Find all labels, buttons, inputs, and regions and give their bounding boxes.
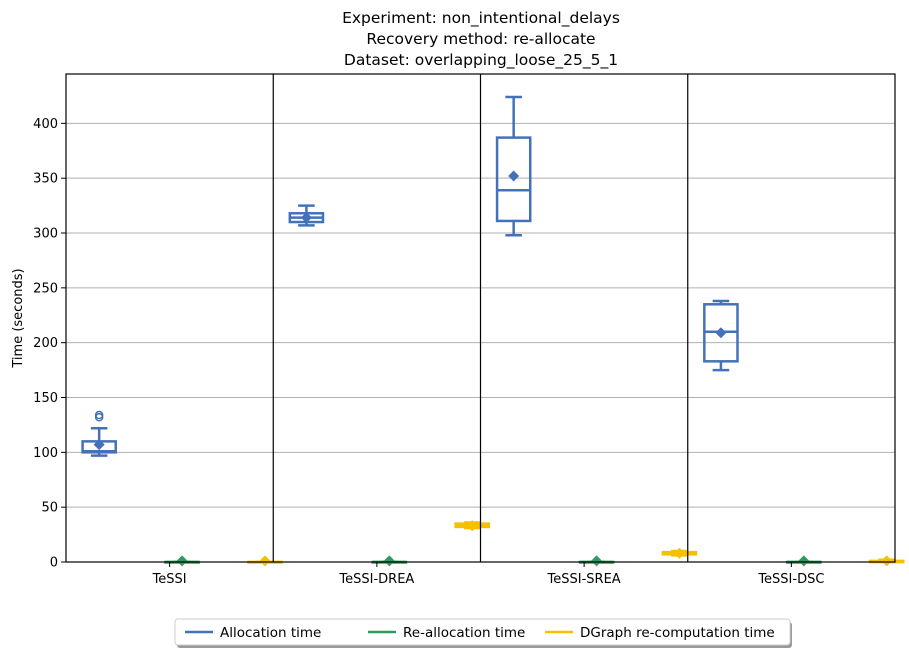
- x-tick-label: TeSSI-SREA: [547, 572, 621, 587]
- legend-label: Allocation time: [220, 625, 321, 641]
- box-0-0: [81, 410, 117, 457]
- box-1-0: [164, 555, 200, 567]
- mean-marker: [176, 555, 188, 567]
- mean-marker: [259, 555, 271, 567]
- legend: Allocation time Re-allocation time DGraph …: [174, 618, 792, 648]
- y-axis-label: Time (seconds): [11, 268, 26, 368]
- chart-title: Experiment: non_intentional_delays Recov…: [342, 9, 620, 70]
- legend-box: [174, 618, 791, 646]
- y-tick-label: 0: [50, 556, 58, 571]
- x-tick-label: TeSSI-DSC: [757, 572, 824, 587]
- box-1-1: [371, 555, 408, 567]
- box-0-3: [703, 299, 739, 372]
- x-tick-label: TeSSI: [152, 572, 187, 587]
- box-2-2: [661, 547, 698, 559]
- mean-marker: [798, 555, 810, 567]
- y-tick-label: 150: [33, 391, 58, 406]
- mean-marker: [591, 555, 603, 567]
- box-1-2: [578, 555, 615, 567]
- legend-label: Re-allocation time: [403, 625, 525, 641]
- plot-frame: [65, 73, 896, 563]
- box-0-1: [288, 204, 325, 227]
- box-1-3: [785, 555, 822, 567]
- plot-area: [81, 95, 905, 567]
- mean-marker: [383, 555, 395, 567]
- mean-marker: [715, 327, 727, 339]
- chart-title-line-2: Recovery method: re-allocate: [366, 30, 595, 48]
- y-tick-label: 300: [33, 227, 58, 242]
- mean-marker: [93, 439, 105, 451]
- y-tick-label: 350: [33, 172, 58, 187]
- box-0-2: [495, 95, 532, 237]
- outlier-point: [94, 410, 104, 420]
- mean-marker: [300, 212, 312, 224]
- box-2-3: [868, 555, 905, 567]
- axes: 0 50 100 150 200 250 300 350 400 TeSSI TeSSI-DREA T…: [33, 73, 896, 587]
- legend-label: DGraph re-computation time: [580, 625, 775, 641]
- mean-marker: [673, 547, 685, 559]
- y-tick-label: 200: [33, 336, 58, 351]
- chart-title-line-1: Experiment: non_intentional_delays: [342, 9, 620, 28]
- mean-marker: [466, 520, 478, 532]
- box-2-1: [454, 520, 491, 532]
- y-tick-label: 100: [33, 446, 58, 461]
- mean-marker: [508, 170, 520, 182]
- y-tick-label: 400: [33, 117, 58, 132]
- chart-title-line-3: Dataset: overlapping_loose_25_5_1: [344, 51, 618, 70]
- x-tick-label: TeSSI-DREA: [338, 572, 414, 587]
- box-2-0: [247, 555, 283, 567]
- y-tick-label: 250: [33, 281, 58, 296]
- box-body: [495, 136, 532, 223]
- y-tick-label: 50: [41, 501, 58, 516]
- mean-marker: [881, 555, 893, 567]
